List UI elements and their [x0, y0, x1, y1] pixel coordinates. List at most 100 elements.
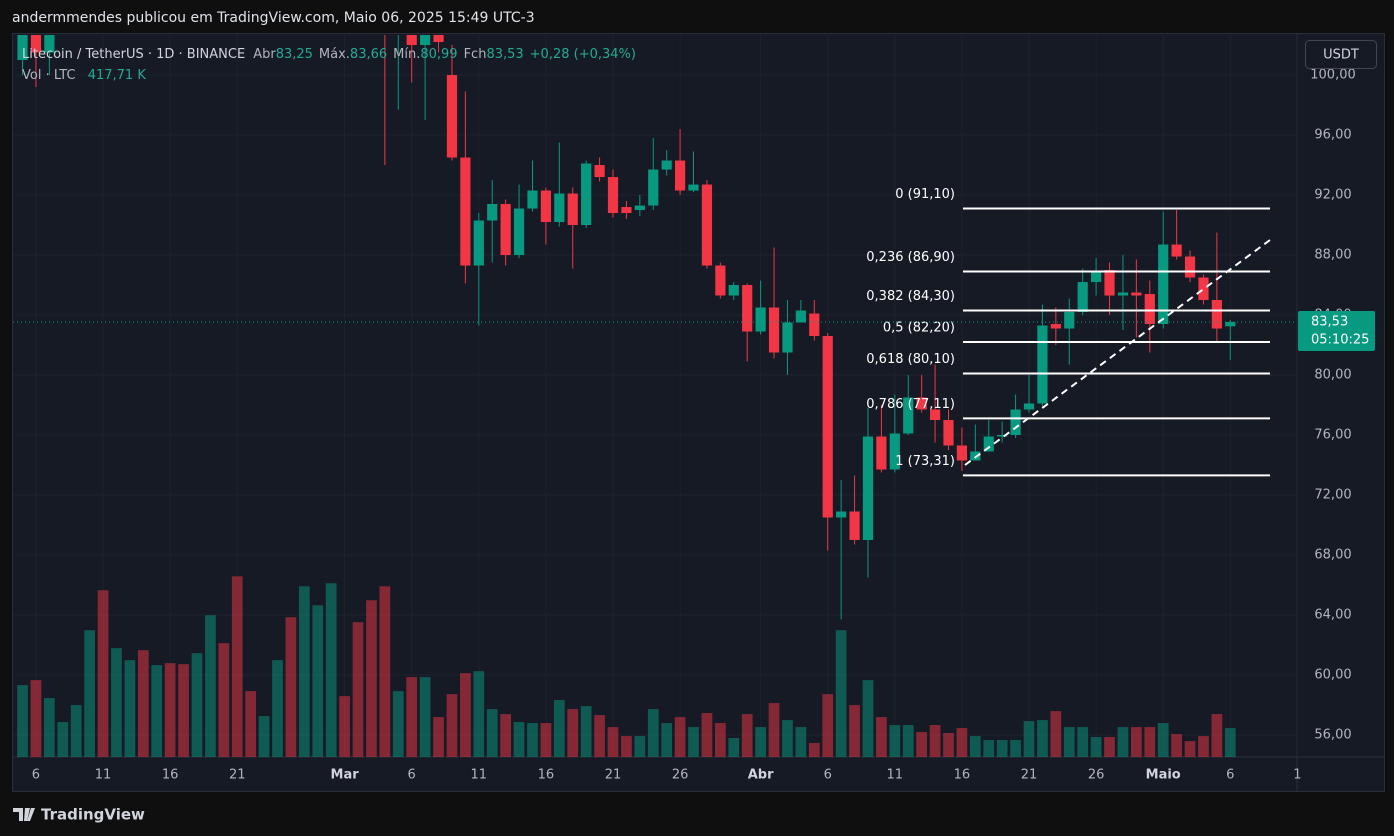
- volume-bar: [674, 717, 686, 757]
- volume-bar: [902, 725, 914, 757]
- x-tick-label: 6: [824, 768, 832, 783]
- volume-pane: [17, 576, 1236, 757]
- candle-body: [661, 160, 672, 170]
- volume-bar: [151, 665, 163, 757]
- candle-body: [674, 160, 686, 191]
- candle-body: [836, 511, 847, 518]
- volume-bar: [862, 680, 874, 757]
- candle-body: [433, 35, 444, 43]
- volume-bar: [1130, 727, 1142, 757]
- legend-key: Mín.: [393, 47, 420, 62]
- volume-bar: [325, 583, 337, 757]
- volume-bar: [205, 615, 216, 757]
- candle-body: [742, 285, 753, 332]
- volume-bar: [594, 715, 605, 757]
- volume-bar: [312, 605, 324, 757]
- candle-body: [527, 190, 538, 209]
- candle-body: [540, 190, 551, 223]
- volume-bar: [460, 673, 471, 757]
- candle-body: [956, 445, 968, 461]
- y-tick-label: 88,00: [1314, 248, 1351, 263]
- x-tick-label: 26: [672, 768, 689, 783]
- y-tick-label: 64,00: [1314, 607, 1351, 622]
- volume-bar: [1211, 714, 1223, 757]
- candle-body: [755, 307, 766, 332]
- fibonacci: 0 (91,10) 0,236 (86,90) 0,382 (84,30) 0,5 (…: [866, 187, 1270, 477]
- y-tick-label: 80,00: [1314, 368, 1351, 383]
- candle-body: [822, 336, 833, 518]
- volume-bar: [285, 617, 297, 757]
- volume-bar: [1037, 720, 1048, 757]
- volume-bar: [634, 736, 646, 757]
- volume-bar: [191, 653, 203, 757]
- currency-button[interactable]: [1305, 40, 1377, 69]
- volume-bar: [1050, 711, 1062, 757]
- volume-bar: [500, 714, 512, 757]
- candle-body: [782, 322, 793, 353]
- volume-bar: [111, 648, 122, 757]
- volume-bar: [768, 703, 780, 757]
- volume-bar: [70, 705, 82, 757]
- volume-value: 417,71 K: [88, 68, 147, 83]
- volume-bar: [1144, 727, 1156, 757]
- volume-bar: [553, 700, 565, 757]
- legend: Litecoin / TetherUS · 1D · BINANCE Abr83,…: [22, 47, 636, 83]
- candle-body: [30, 35, 42, 53]
- volume-bar: [1077, 727, 1089, 757]
- volume-bar: [30, 680, 42, 757]
- volume-bar: [1157, 723, 1169, 757]
- volume-bar: [889, 725, 901, 757]
- volume-bar: [84, 630, 95, 757]
- volume-bar: [245, 691, 257, 757]
- volume-bar: [433, 717, 444, 757]
- legend-value: 80,99: [420, 47, 457, 62]
- candle-body: [849, 511, 860, 540]
- volume-bar: [929, 725, 941, 757]
- volume-bar: [1184, 741, 1196, 757]
- candle-body: [1144, 294, 1155, 325]
- volume-bar: [1063, 727, 1075, 757]
- y-tick-label: 72,00: [1314, 487, 1351, 502]
- candle-body: [1158, 244, 1169, 325]
- volume-bar: [835, 630, 847, 757]
- grid: [13, 35, 1298, 757]
- candle-body: [607, 177, 619, 214]
- x-tick-label: Maio: [1146, 768, 1181, 783]
- candle-body: [17, 35, 28, 61]
- x-tick-label: 1: [1293, 768, 1301, 783]
- volume-bar: [755, 727, 766, 757]
- x-tick-label: 11: [95, 768, 112, 783]
- candle-body: [487, 204, 498, 221]
- volume-bar: [124, 660, 136, 757]
- legend-key: Fch: [464, 47, 487, 62]
- volume-label: Vol · LTC: [22, 68, 76, 83]
- x-tick-label: Mar: [331, 768, 360, 783]
- y-tick-label: 68,00: [1314, 547, 1351, 562]
- x-tick-label: 6: [1226, 768, 1234, 783]
- candle-body: [889, 433, 900, 470]
- candle-body: [621, 207, 632, 214]
- candle-body: [446, 75, 458, 158]
- volume-bar: [996, 740, 1008, 757]
- candle-body: [688, 184, 699, 191]
- volume-bar: [258, 716, 270, 757]
- volume-bar: [298, 586, 310, 757]
- overlay: 83,53 05:10:25: [13, 311, 1375, 352]
- volume-bar: [1090, 737, 1102, 757]
- volume-bar: [178, 664, 189, 757]
- currency-label[interactable]: USDT: [1323, 48, 1359, 63]
- volume-bar: [218, 643, 230, 757]
- volume-bar: [379, 586, 391, 757]
- candle-body: [420, 35, 431, 46]
- volume-bar: [647, 709, 659, 757]
- legend-key: Abr: [253, 47, 276, 62]
- x-tick-label: 16: [538, 768, 555, 783]
- x-tick-label: 6: [32, 768, 40, 783]
- candle-body: [567, 193, 578, 226]
- y-tick-label: 60,00: [1314, 667, 1351, 682]
- volume-bar: [513, 722, 525, 757]
- x-tick-label: 21: [605, 768, 622, 783]
- volume-bar: [1010, 740, 1021, 757]
- volume-bar: [876, 717, 887, 757]
